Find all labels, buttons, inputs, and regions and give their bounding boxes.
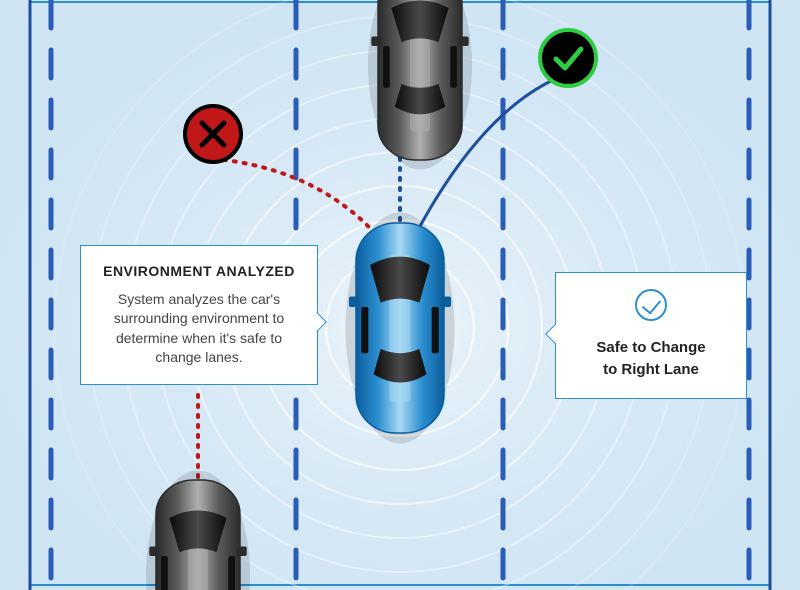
- callout-environment-body: System analyzes the car's surrounding en…: [99, 290, 299, 368]
- callout-environment: ENVIRONMENT ANALYZED System analyzes the…: [80, 245, 318, 385]
- car-ego-blue: [345, 213, 454, 444]
- callout-environment-title: ENVIRONMENT ANALYZED: [99, 262, 299, 282]
- danger-badge: [185, 106, 241, 162]
- safe-badge: [540, 30, 596, 86]
- car-front-gray: [368, 0, 472, 170]
- callout-safe-line2: to Right Lane: [574, 359, 728, 382]
- callout-safe-line1: Safe to Change: [574, 337, 728, 360]
- check-circle-icon: [635, 289, 667, 321]
- diagram-canvas: ENVIRONMENT ANALYZED System analyzes the…: [0, 0, 800, 590]
- callout-safe: Safe to Change to Right Lane: [555, 272, 747, 399]
